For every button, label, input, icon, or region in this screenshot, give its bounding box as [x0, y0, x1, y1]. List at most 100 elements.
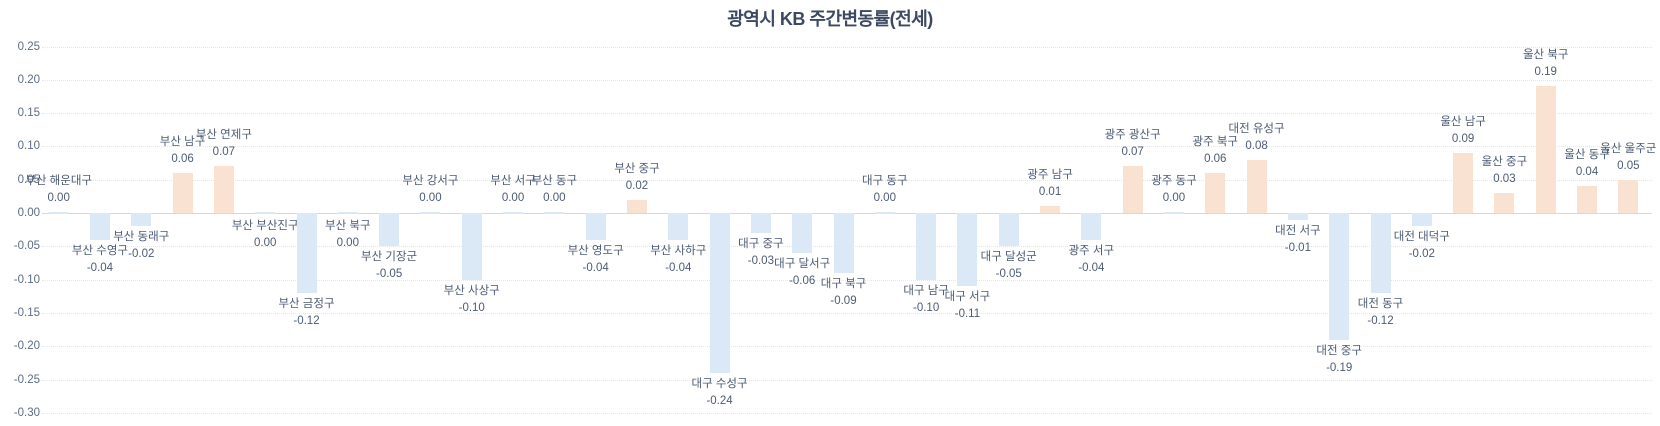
bar-value-label: -0.10 — [458, 301, 485, 314]
bar-label: 부산 서구 0.00 — [453, 173, 573, 207]
bar-name-label: 대전 동구 — [1357, 297, 1404, 310]
bar-label: 광주 남구 0.01 — [990, 167, 1110, 201]
bar-value-label: -0.03 — [747, 254, 774, 267]
bar-label: 부산 동구 0.00 — [494, 173, 614, 207]
bar-value-label: -0.12 — [1367, 314, 1394, 327]
bar-name-label: 광주 북구 — [1192, 136, 1239, 149]
bar-label: 대전 중구 -0.19 — [1279, 343, 1399, 377]
bar-value-label: 0.03 — [1493, 173, 1516, 186]
gridline — [42, 46, 1652, 48]
bar-name-label: 울산 북구 — [1522, 49, 1569, 62]
y-axis-tick-label: 0.10 — [17, 140, 40, 153]
bar-value-label: -0.09 — [830, 294, 857, 307]
bar-value-label: 0.05 — [1617, 159, 1640, 172]
bar-value-label: 0.06 — [171, 153, 194, 166]
bar-label: 부산 강서구 0.00 — [370, 173, 490, 207]
bar-label: 대전 대덕구 -0.02 — [1362, 229, 1482, 263]
bar-name-label: 부산 동래구 — [113, 231, 170, 244]
bar-value-label: -0.05 — [376, 268, 403, 281]
bar-name-label: 울산 울주군 — [1600, 142, 1657, 155]
y-axis-tick-label: -0.15 — [13, 306, 40, 319]
bar-label: 광주 북구 0.06 — [1155, 134, 1275, 168]
bar-value-label: 0.00 — [501, 192, 525, 204]
bar — [957, 213, 978, 287]
bar-value-label: 0.00 — [47, 192, 70, 204]
bar-value-label: 0.00 — [336, 237, 359, 249]
bar-label: 부산 연제구 0.07 — [164, 127, 284, 161]
bar-label: 부산 기장군 -0.05 — [329, 249, 449, 283]
bar-label: 부산 수영구 -0.04 — [40, 243, 160, 277]
bar-label: 부산 부산진구 0.00 — [205, 218, 325, 252]
bar-value-label: -0.06 — [789, 274, 816, 287]
bar-name-label: 대구 서구 — [944, 291, 991, 304]
bar-name-label: 부산 기장군 — [361, 251, 418, 264]
bar-name-label: 대구 동구 — [862, 175, 908, 187]
bar-name-label: 부산 수영구 — [71, 244, 128, 257]
bar — [709, 213, 730, 373]
bar-name-label: 광주 남구 — [1027, 169, 1073, 182]
bar-name-label: 대전 유성구 — [1228, 122, 1285, 135]
bar-name-label: 부산 영도구 — [567, 244, 624, 257]
gridline — [42, 412, 1652, 414]
bar-name-label: 부산 연제구 — [195, 129, 252, 142]
bar-label: 대전 동구 -0.12 — [1321, 296, 1441, 330]
bar-name-label: 부산 강서구 — [402, 175, 459, 187]
bar-value-label: 0.07 — [1121, 146, 1144, 159]
bar — [833, 213, 854, 273]
bar-label: 부산 금정구 -0.12 — [247, 296, 367, 330]
bar-value-label: 0.04 — [1575, 166, 1599, 179]
bar-label: 광주 동구 0.00 — [1114, 173, 1234, 207]
bar-label: 부산 남구 0.06 — [123, 134, 243, 168]
bar-value-label: -0.11 — [954, 308, 981, 321]
bar-label: 대구 동구 0.00 — [825, 173, 945, 207]
y-axis-tick-label: -0.05 — [13, 240, 40, 253]
bar-label: 대구 달서구 -0.06 — [742, 256, 862, 290]
bar-label: 울산 북구 0.19 — [1486, 47, 1606, 81]
bar-name-label: 부산 해운대구 — [25, 175, 92, 187]
bar — [1081, 213, 1102, 240]
bar-label: 부산 북구 0.00 — [288, 218, 408, 252]
bar — [420, 212, 441, 214]
bar-value-label: -0.02 — [1408, 248, 1435, 261]
bar — [916, 213, 937, 280]
bar-label: 대구 중구 -0.03 — [701, 236, 821, 270]
bar-name-label: 대구 북구 — [820, 277, 867, 290]
bar-name-label: 대구 중구 — [738, 237, 784, 250]
bar-label: 부산 동래구 -0.02 — [81, 229, 201, 263]
y-axis-tick-label: 0.05 — [17, 173, 40, 186]
bar — [213, 166, 234, 213]
gridline — [42, 146, 1652, 148]
bar — [296, 213, 317, 293]
bar-value-label: 0.06 — [1204, 153, 1227, 166]
bar-name-label: 대전 대덕구 — [1393, 231, 1450, 244]
y-axis-tick-label: 0.15 — [17, 107, 40, 120]
bar-value-label: -0.04 — [86, 261, 114, 274]
bar-value-label: 0.00 — [419, 192, 442, 204]
bar — [461, 213, 482, 280]
bar-name-label: 울산 동구 — [1564, 149, 1610, 162]
bar-name-label: 부산 부산진구 — [231, 220, 299, 232]
gridline — [42, 113, 1652, 115]
bar-name-label: 울산 중구 — [1481, 156, 1528, 169]
bar-value-label: -0.04 — [1078, 261, 1105, 274]
bar-name-label: 부산 남구 — [159, 136, 206, 149]
bar-name-label: 대전 중구 — [1316, 344, 1362, 357]
bar — [1370, 213, 1391, 293]
bar-name-label: 부산 동구 — [531, 175, 578, 187]
bar-label: 대구 서구 -0.11 — [907, 289, 1027, 323]
bar-name-label: 부산 사상구 — [443, 284, 500, 297]
bar — [1329, 213, 1350, 340]
y-axis-tick-label: -0.10 — [13, 273, 40, 286]
bar-label: 광주 광산구 0.07 — [1073, 127, 1193, 161]
gridline — [42, 279, 1652, 281]
bar-label: 부산 영도구 -0.04 — [536, 243, 656, 277]
bar — [668, 213, 689, 240]
bar-label: 부산 사하구 -0.04 — [618, 243, 738, 277]
bar — [1535, 86, 1556, 213]
chart-title: 광역시 KB 주간변동률(전세) — [727, 9, 933, 29]
y-axis-tick-label: -0.20 — [13, 340, 40, 353]
bar — [998, 213, 1019, 247]
bar — [626, 199, 647, 213]
bar — [1122, 166, 1143, 213]
